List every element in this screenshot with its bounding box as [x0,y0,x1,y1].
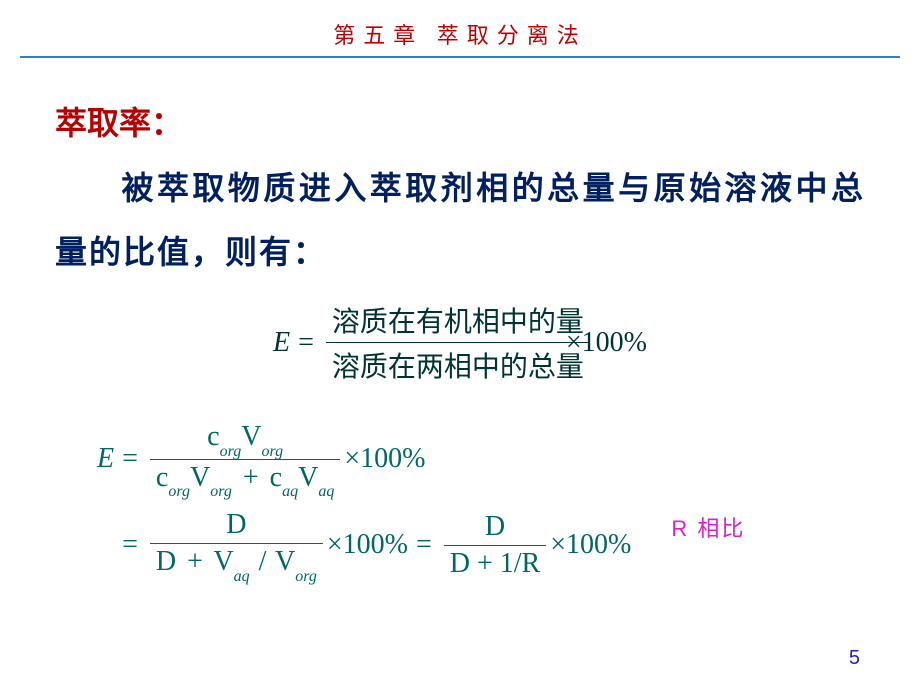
r-annotation: R 相比 [671,511,745,543]
content-area: 萃取率： 被萃取物质进入萃取剂相的总量与原始溶液中总量的比值，则有： E = 溶… [0,68,920,584]
eq2l1-tail: ×100% [344,443,425,475]
eq2l2b-num: D [479,509,511,545]
eq2l2b-den: D + 1/R [444,546,546,582]
body-paragraph: 被萃取物质进入萃取剂相的总量与原始溶液中总量的比值，则有： [55,156,865,284]
equation-2: E = corgVorg corgVorg + caqVaq ×100% E =… [97,419,865,584]
equation-1: E = 溶质在有机相中的量 溶质在两相中的总量 ×100% [55,298,865,387]
eq1-times: ×100% [566,327,647,359]
body-text: 被萃取物质进入萃取剂相的总量与原始溶液中总量的比值，则有： [55,170,865,270]
eq1-denominator: 溶质在两相中的总量 [326,343,590,387]
page-header: 第五章 萃取分离法 [0,0,920,68]
eq2l2a-num: D [220,507,252,543]
eq1-lhs: E [273,327,290,359]
chapter-title: 第五章 萃取分离法 [0,18,920,50]
equation-2-line2: E = D D + Vaq / Vorg ×100% = D D + 1/R [97,507,865,584]
eq1-numerator: 溶质在有机相中的量 [326,298,590,342]
equation-2-line1: E = corgVorg corgVorg + caqVaq ×100% [97,419,865,499]
eq2-lhs: E [97,443,114,475]
section-title: 萃取率： [55,98,865,144]
header-rule [20,56,900,58]
page-number: 5 [849,647,860,670]
